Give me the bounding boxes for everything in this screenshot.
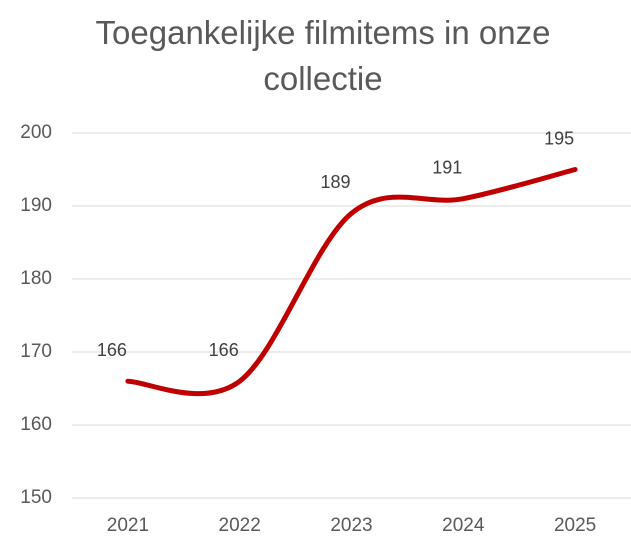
data-label: 166 (209, 340, 239, 360)
data-label: 166 (97, 340, 127, 360)
data-label: 195 (544, 128, 574, 148)
data-label: 191 (432, 157, 462, 177)
data-label: 189 (320, 172, 350, 192)
x-tick-label: 2021 (107, 515, 149, 536)
y-tick-label: 160 (20, 414, 52, 435)
y-tick-label: 180 (20, 268, 52, 289)
data-line (125, 167, 578, 397)
y-tick-label: 170 (20, 341, 52, 362)
x-tick-label: 2022 (219, 515, 261, 536)
y-tick-label: 150 (20, 487, 52, 508)
chart-title: Toegankelijke filmitems in onze collecti… (95, 14, 551, 97)
y-tick-label: 200 (20, 122, 52, 143)
x-tick-label: 2023 (330, 515, 372, 536)
y-tick-label: 190 (20, 195, 52, 216)
x-tick-label: 2024 (442, 515, 485, 536)
x-tick-label: 2025 (554, 515, 596, 536)
